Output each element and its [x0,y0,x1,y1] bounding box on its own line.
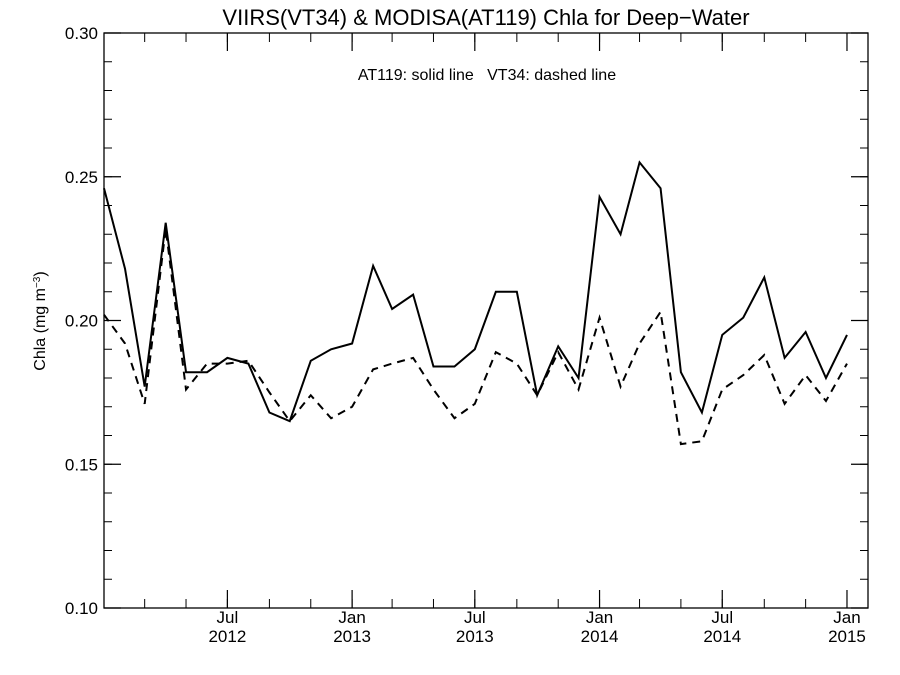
y-tick-label: 0.15 [65,455,98,474]
legend-annotation: AT119: solid line VT34: dashed line [358,67,616,84]
x-tick-label-month: Jan [833,608,860,627]
x-tick-label-year: 2014 [703,627,741,646]
series-line-at119 [103,160,848,423]
y-tick-label: 0.30 [65,24,98,43]
x-tick-label-month: Jan [338,608,365,627]
y-tick-label: 0.10 [65,599,98,618]
y-axis-label-exponent: −3 [32,276,43,288]
x-tick-label-year: 2013 [456,627,494,646]
x-tick-label-month: Jul [711,608,733,627]
x-tick-label-month: Jul [217,608,239,627]
x-tick-label-year: 2014 [581,627,619,646]
y-axis-label: Chla (mg m−3) [32,271,50,370]
y-tick-label: 0.25 [65,168,98,187]
x-tick-label-year: 2013 [333,627,371,646]
x-tick-label-month: Jul [464,608,486,627]
chart-title: VIIRS(VT34) & MODISA(AT119) Chla for Dee… [222,5,749,30]
x-tick-label-year: 2012 [208,627,246,646]
y-tick-label: 0.20 [65,312,98,331]
series-line-vt34 [103,228,848,446]
y-axis-label-suffix: ) [32,271,49,276]
x-tick-label-month: Jan [586,608,613,627]
axes: 0.100.150.200.250.30Jul2012Jan2013Jul201… [65,24,869,646]
y-axis-label-main: Chla (mg m [32,288,49,371]
series-lines [103,160,848,446]
x-tick-label-year: 2015 [828,627,866,646]
